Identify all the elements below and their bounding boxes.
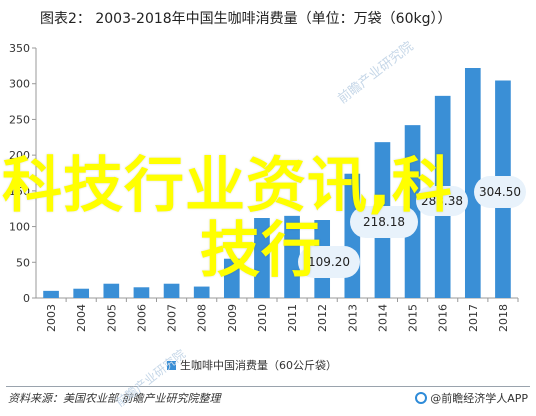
x-tick-label: 2017	[467, 304, 480, 332]
y-tick-label: 250	[9, 113, 30, 126]
bar-2010	[254, 218, 270, 298]
y-tick-label: 350	[9, 42, 30, 55]
bar-2008	[193, 286, 210, 298]
bar-2017	[464, 68, 481, 298]
x-tick-label: 2016	[437, 304, 450, 332]
legend-label: 生咖啡中国消费量（60公斤袋）	[180, 359, 337, 372]
x-tick-label: 2005	[105, 304, 118, 332]
y-tick-label: 300	[9, 78, 30, 91]
x-tick-label: 2012	[316, 304, 329, 332]
x-tick-label: 2007	[166, 304, 179, 332]
data-label-bubble-2018: 304.50	[474, 176, 526, 208]
data-label-bubble-2014: 218.18	[350, 206, 418, 238]
x-tick-label: 2011	[286, 304, 299, 332]
x-tick-label: 2008	[196, 304, 209, 332]
x-tick-label: 2006	[135, 304, 148, 332]
bar-2005	[103, 283, 120, 298]
bar-2011	[284, 215, 300, 298]
y-tick-label: 100	[9, 221, 30, 234]
x-tick-label: 2018	[497, 304, 510, 332]
legend-swatch	[167, 360, 176, 370]
source-note: 资料来源：美国农业部 前瞻产业研究院整理	[8, 392, 221, 405]
y-tick-label: 200	[9, 149, 30, 162]
data-label-bubble-2012: 109.20	[298, 246, 360, 278]
x-tick-label: 2014	[376, 304, 389, 332]
bar-2004	[73, 288, 90, 298]
brand-label: @前瞻经济学人APP	[430, 392, 528, 405]
x-tick-label: 2015	[407, 304, 420, 332]
x-tick-label: 2009	[226, 304, 239, 332]
footer-divider	[6, 386, 530, 387]
bar-2006	[133, 287, 150, 298]
x-tick-label: 2010	[256, 304, 269, 332]
y-tick-label: 150	[9, 185, 30, 198]
brand-logo-icon	[415, 392, 428, 404]
x-tick-label: 2013	[346, 304, 359, 332]
bar-chart: 0 50 100 150 200 250 300 350 2003 2004 2005 2006 200…	[9, 42, 519, 332]
data-label-bubble-2016: 283.38	[416, 186, 468, 216]
bar-2009	[223, 258, 240, 298]
brand-credit: @前瞻经济学人APP	[415, 390, 528, 406]
x-tick-label: 2003	[45, 304, 58, 332]
chart-title: 图表2： 2003-2018年中国生咖啡消费量（单位：万袋（60kg））	[40, 11, 452, 27]
y-tick-label: 0	[23, 292, 30, 305]
bar-2003	[43, 290, 59, 298]
x-tick-label: 2004	[75, 304, 88, 332]
chart-legend: 生咖啡中国消费量（60公斤袋）	[167, 358, 337, 372]
y-tick-label: 50	[16, 256, 30, 269]
bar-2007	[163, 283, 180, 298]
